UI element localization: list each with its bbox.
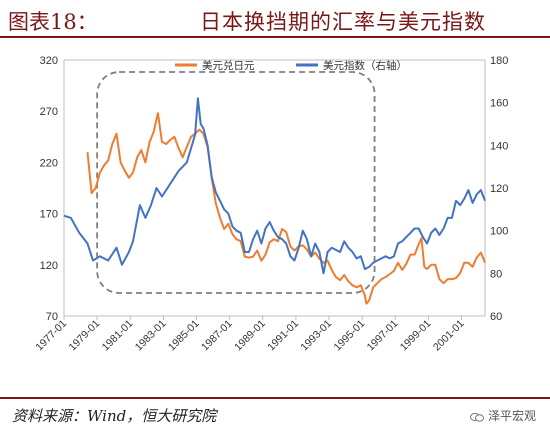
chart: 7012017022027032060801001201401601801977… [33, 55, 508, 354]
x-tick-label: 2001-01 [431, 318, 467, 354]
title-bar: 图表18： 日本换挡期的汇率与美元指数 [0, 0, 550, 38]
series-line-usdjpy [86, 112, 486, 305]
watermark: 泽平宏观 [469, 407, 536, 424]
source-bar: 资料来源：Wind，恒大研究院 泽平宏观 [0, 397, 550, 435]
highlight-box [96, 71, 376, 294]
plot-frame [63, 59, 486, 317]
x-tick-label: 1995-01 [332, 318, 368, 354]
x-tick-label: 1999-01 [398, 318, 434, 354]
legend-label: 美元指数（右轴） [323, 59, 407, 72]
x-tick-label: 1997-01 [365, 318, 401, 354]
right-y-tick-label: 100 [490, 226, 508, 238]
right-y-tick-label: 80 [490, 268, 502, 280]
left-y-tick-label: 120 [40, 260, 58, 272]
series-line-dollar-index [63, 97, 486, 275]
watermark-text: 泽平宏观 [487, 409, 536, 423]
figure-number: 图表18： [8, 10, 98, 34]
right-y-tick-label: 120 [490, 183, 508, 195]
left-y-tick-label: 70 [46, 311, 58, 323]
legend-label: 美元兑日元 [202, 59, 255, 72]
x-tick-label: 1987-01 [199, 318, 235, 354]
right-y-tick-label: 60 [490, 311, 502, 323]
x-tick-label: 1985-01 [166, 318, 202, 354]
chart-title: 日本换挡期的汇率与美元指数 [200, 10, 486, 34]
x-tick-label: 1981-01 [100, 318, 136, 354]
source-note: 资料来源：Wind，恒大研究院 [12, 407, 217, 425]
left-y-tick-label: 320 [40, 55, 58, 67]
x-tick-label: 1991-01 [265, 318, 301, 354]
right-y-tick-label: 180 [490, 55, 508, 67]
x-tick-label: 1979-01 [67, 318, 103, 354]
x-tick-label: 1993-01 [298, 318, 334, 354]
x-tick-label: 1983-01 [133, 318, 169, 354]
right-y-tick-label: 140 [490, 140, 508, 152]
left-y-tick-label: 220 [40, 157, 58, 169]
right-y-tick-label: 160 [490, 98, 508, 110]
left-y-tick-label: 170 [40, 209, 58, 221]
x-tick-label: 1989-01 [232, 318, 268, 354]
left-y-tick-label: 270 [40, 106, 58, 118]
wechat-icon [469, 412, 484, 422]
